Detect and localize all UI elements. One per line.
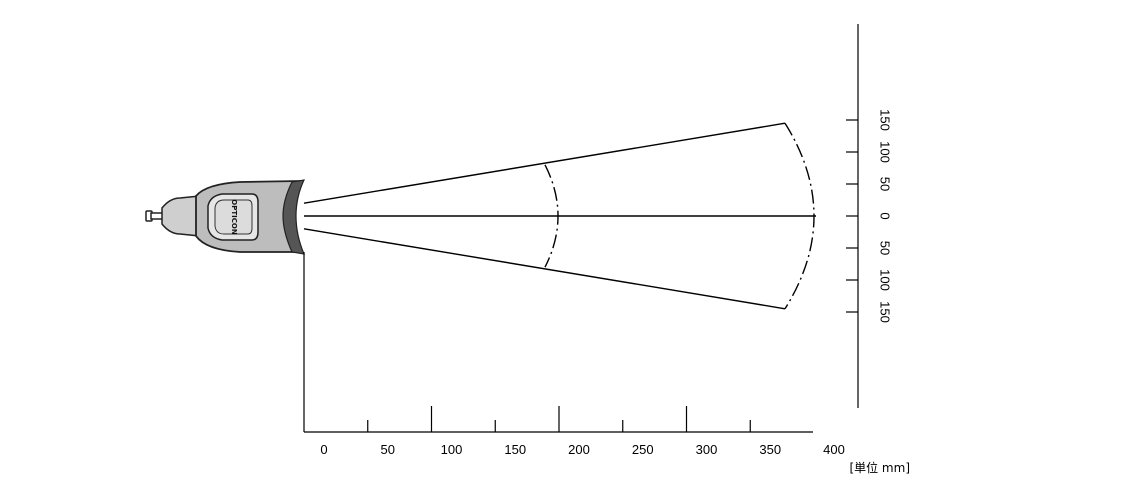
scanner-brand-label: OPTICON	[230, 199, 238, 235]
field-of-view	[303, 122, 816, 310]
x-tick-label: 350	[759, 442, 781, 457]
x-axis-ticks: 0 50 100 150 200 250 300 350 400	[320, 406, 845, 457]
x-tick-label: 300	[696, 442, 718, 457]
unit-label: [単位 mm]	[849, 460, 910, 475]
fov-lower-edge	[303, 228, 786, 310]
x-tick-label: 0	[320, 442, 327, 457]
x-tick-label: 400	[823, 442, 845, 457]
y-tick-label: 100	[878, 141, 893, 163]
x-tick-label: 200	[568, 442, 590, 457]
x-tick-label: 100	[441, 442, 463, 457]
fov-upper-edge	[303, 122, 786, 204]
y-tick-label: 150	[878, 109, 893, 131]
scanner-device-icon: OPTICON	[145, 179, 306, 255]
y-tick-label: 100	[878, 269, 893, 291]
fov-distance-arc	[544, 164, 559, 268]
y-tick-label: 0	[878, 212, 893, 219]
x-tick-label: 250	[632, 442, 654, 457]
y-tick-label: 50	[878, 177, 893, 191]
y-axis-ticks: 150 100 50 0 50 100 150	[846, 109, 893, 323]
y-tick-label: 50	[878, 241, 893, 255]
x-tick-label: 50	[381, 442, 395, 457]
x-tick-label: 150	[504, 442, 526, 457]
y-tick-label: 150	[878, 301, 893, 323]
fov-distance-arc	[784, 122, 815, 310]
